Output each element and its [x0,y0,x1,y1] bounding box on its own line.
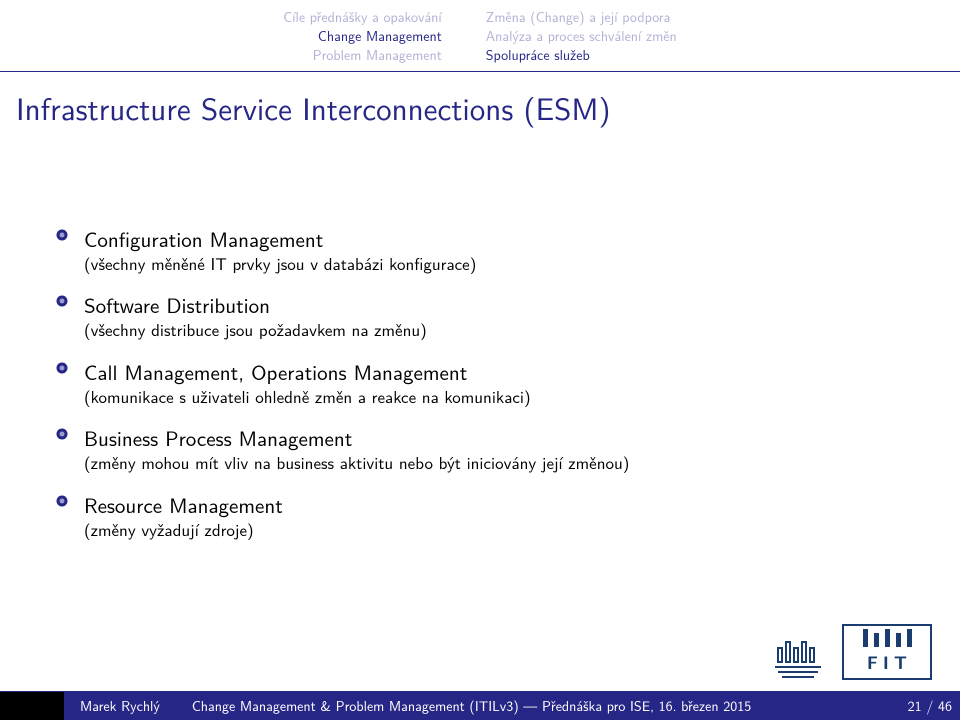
bullet-sub: (všechny distribuce jsou požadavkem na z… [84,319,904,340]
fit-logo-icon: FIT [842,624,932,680]
bullet-sub: (komunikace s uživateli ohledně změn a r… [84,386,904,407]
nav-columns: Cíle přednášky a opakování Change Manage… [283,8,676,65]
nav-section-item[interactable]: Cíle přednášky a opakování [283,8,442,27]
logo-row: FIT [772,624,932,680]
footer: Marek Rychlý Change Management & Problem… [0,691,960,720]
bullet-icon [56,495,68,507]
bullet-head: Resource Management [84,492,904,518]
footer-bar: Marek Rychlý Change Management & Problem… [0,692,960,720]
bullet-icon [56,295,68,307]
bullet-sub: (změny mohou mít vliv na business aktivi… [84,452,904,473]
bullet-head: Call Management, Operations Management [84,359,904,385]
footer-title: Change Management & Problem Management (… [192,696,751,716]
header-nav: Cíle přednášky a opakování Change Manage… [0,0,960,71]
nav-sections-left: Cíle přednášky a opakování Change Manage… [283,8,442,65]
bullet-item: Software Distribution (všechny distribuc… [56,292,904,341]
bullet-icon [56,428,68,440]
bullet-item: Configuration Management (všechny měněné… [56,226,904,275]
nav-section-item-active[interactable]: Change Management [283,27,442,46]
bullet-head: Configuration Management [84,226,904,252]
nav-subsection-item-active[interactable]: Spolupráce služeb [486,46,677,65]
bullet-sub: (změny vyžadují zdroje) [84,519,904,540]
footer-author: Marek Rychlý [80,696,160,716]
nav-subsections-right: Změna (Change) a její podpora Analýza a … [486,8,677,65]
bullet-item: Call Management, Operations Management (… [56,359,904,408]
bullet-item: Business Process Management (změny mohou… [56,425,904,474]
nav-subsection-item[interactable]: Analýza a proces schválení změn [486,27,677,46]
footer-accent-block [0,692,64,720]
bullet-item: Resource Management (změny vyžadují zdro… [56,492,904,541]
bullet-sub: (všechny měněné IT prvky jsou v databázi… [84,253,904,274]
nav-subsection-item[interactable]: Změna (Change) a její podpora [486,8,677,27]
slide-title: Infrastructure Service Interconnections … [0,72,960,134]
bullet-icon [56,229,68,241]
footer-page-number: 21 / 46 [908,696,952,716]
bullet-head: Business Process Management [84,425,904,451]
nav-section-item[interactable]: Problem Management [283,46,442,65]
fit-logo-label: FIT [862,650,912,675]
bullet-icon [56,362,68,374]
bullet-head: Software Distribution [84,292,904,318]
fit-logo-bars [863,629,912,647]
university-logo-icon [772,634,824,680]
slide: Cíle přednášky a opakování Change Manage… [0,0,960,720]
slide-body: Configuration Management (všechny měněné… [0,134,960,541]
